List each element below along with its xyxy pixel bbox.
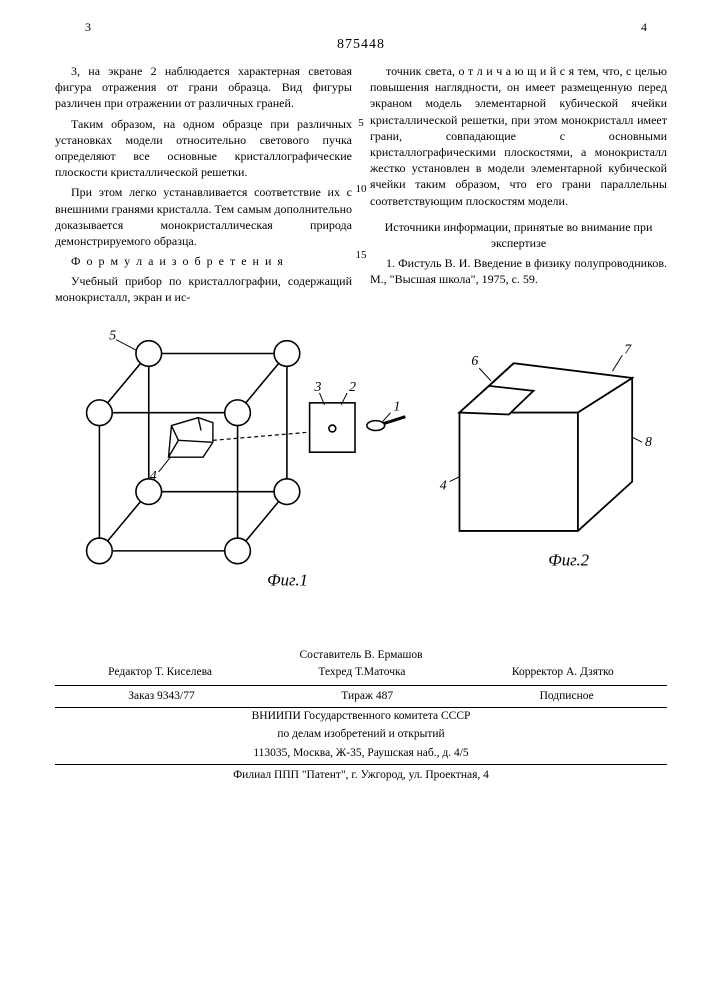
footer: Составитель В. Ермашов Редактор Т. Кисел… [55,647,667,785]
left-column: 3, на экране 2 наблюдается характерная с… [55,63,352,310]
footer-composer: Составитель В. Ермашов [55,647,667,664]
footer-podpisnoe: Подписное [540,688,594,705]
footer-tirazh: Тираж 487 [341,688,393,705]
fig1-label-3: 3 [314,379,322,394]
patent-number: 875448 [55,37,667,53]
para: 1. Фистуль В. И. Введение в физику полуп… [370,255,667,287]
fig1-label-5: 5 [109,327,116,342]
fig1-label-1: 1 [394,398,401,413]
footer-org2: по делам изобретений и открытий [55,726,667,743]
fig2-label-6: 6 [472,353,479,368]
fig2-label-7: 7 [625,341,633,356]
footer-addr1: 113035, Москва, Ж-35, Раушская наб., д. … [55,743,667,765]
fig1-caption: Фиг.1 [267,570,308,589]
figure-1: 5 4 3 2 1 Фиг.1 [55,322,410,612]
para: 3, на экране 2 наблюдается характерная с… [55,63,352,112]
footer-editor: Редактор Т. Киселева [108,664,212,681]
footer-addr2: Филиал ППП "Патент", г. Ужгород, ул. Про… [55,765,667,784]
para: Таким образом, на одном образце при разл… [55,116,352,181]
fig2-caption: Фиг.2 [549,550,590,569]
para: Учебный прибор по кристаллографии, содер… [55,273,352,305]
figure-2: 4 6 7 8 Фиг.2 [420,322,667,582]
fig1-label-2: 2 [349,379,356,394]
gutter-15: 15 [356,249,367,261]
page-left-num: 3 [85,20,91,35]
para: При этом легко устанавливается соответст… [55,184,352,249]
page-right-num: 4 [641,20,647,35]
footer-corrector: Корректор А. Дзятко [512,664,614,681]
footer-order: Заказ 9343/77 [128,688,195,705]
fig1-label-4: 4 [150,467,157,482]
right-column: точник света, о т л и ч а ю щ и й с я те… [370,63,667,310]
para: точник света, о т л и ч а ю щ и й с я те… [370,63,667,209]
fig2-label-8: 8 [645,434,652,449]
footer-org1: ВНИИПИ Государственного комитета СССР [55,708,667,725]
sources-heading: Источники информации, принятые во вниман… [370,219,667,251]
formula-heading: Ф о р м у л а и з о б р е т е н и я [55,253,352,269]
gutter-5: 5 [358,117,364,129]
gutter-10: 10 [356,183,367,195]
footer-techred: Техред Т.Маточка [318,664,405,681]
fig2-label-4: 4 [440,477,447,492]
figures-area: 5 4 3 2 1 Фиг.1 4 6 [55,322,667,612]
